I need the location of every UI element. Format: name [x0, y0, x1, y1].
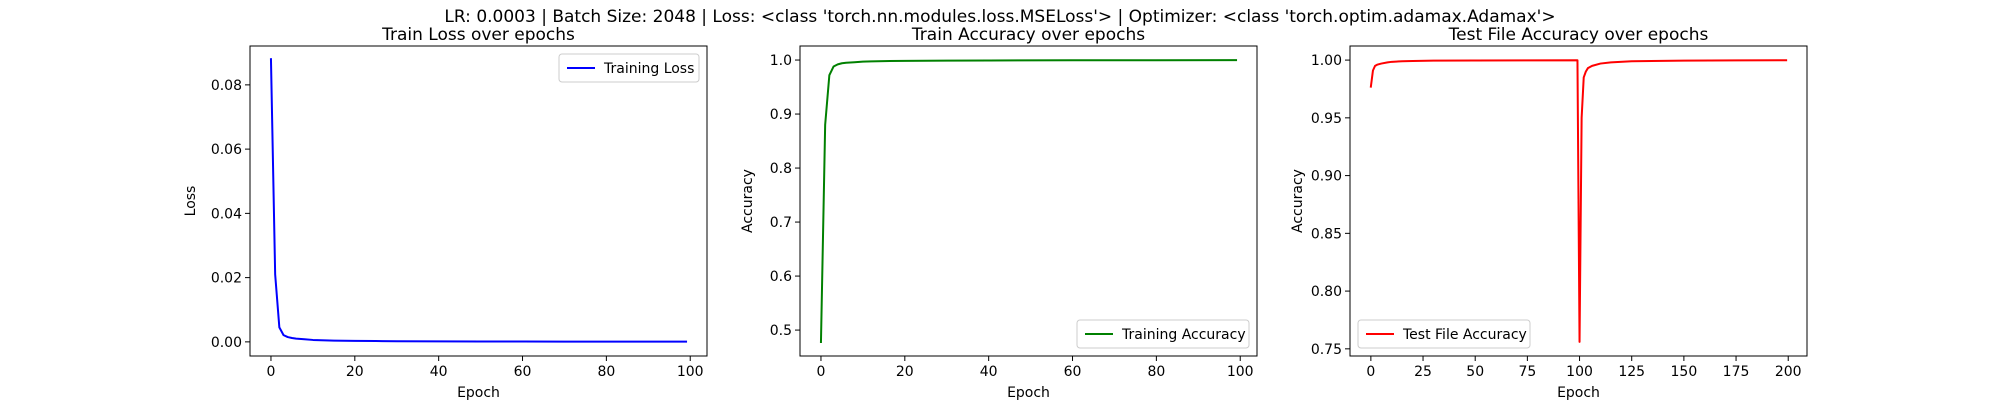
x-tick-label: 25 — [1414, 364, 1432, 380]
x-tick-label: 0 — [817, 364, 826, 380]
x-tick-label: 40 — [980, 364, 998, 380]
y-tick-label: 0.80 — [1311, 284, 1342, 300]
x-tick-label: 0 — [1366, 364, 1375, 380]
x-tick-label: 20 — [896, 364, 914, 380]
x-tick-label: 175 — [1723, 364, 1750, 380]
legend: Training Accuracy — [1076, 319, 1250, 349]
axes-frame — [249, 45, 708, 357]
x-tick-label: 150 — [1671, 364, 1698, 380]
y-tick-label: 0.08 — [211, 78, 242, 94]
chart-title: Train Accuracy over epochs — [911, 25, 1145, 45]
x-tick-label: 50 — [1466, 364, 1484, 380]
y-tick-label: 0.5 — [770, 323, 792, 339]
chart-panel-1: Train Loss over epochs 0 20 40 60 80 100 0.00 0.… — [183, 25, 708, 400]
y-tick-label: 0.75 — [1311, 342, 1342, 358]
x-axis-label: Epoch — [1557, 385, 1600, 400]
x-tick-label: 100 — [677, 364, 704, 380]
y-tick-label: 0.8 — [770, 161, 792, 177]
x-axis-label: Epoch — [457, 385, 500, 400]
x-tick-label: 80 — [597, 364, 615, 380]
legend: Test File Accuracy — [1357, 319, 1531, 349]
y-axis-label: Loss — [183, 186, 199, 217]
chart-panel-3: Test File Accuracy over epochs 0 25 50 75 100… — [1290, 25, 1808, 400]
x-tick-label: 125 — [1618, 364, 1645, 380]
y-tick-label: 1.00 — [1311, 53, 1342, 69]
legend-label: Training Accuracy — [1121, 327, 1246, 343]
axes-frame — [1349, 45, 1808, 357]
y-tick-label: 0.6 — [770, 269, 792, 285]
x-tick-label: 60 — [1064, 364, 1082, 380]
x-tick-label: 100 — [1227, 364, 1254, 380]
y-axis-label: Accuracy — [1290, 169, 1306, 233]
legend-box — [558, 53, 700, 83]
y-axis-label: Accuracy — [740, 169, 756, 233]
series-line-1 — [269, 58, 688, 343]
y-tick-label: 0.00 — [211, 335, 242, 351]
legend: Training Loss — [558, 53, 700, 83]
chart-title: Train Loss over epochs — [381, 25, 575, 45]
x-axis-label: Epoch — [1007, 385, 1050, 400]
legend-label: Training Loss — [603, 61, 694, 77]
x-tick-label: 0 — [267, 364, 276, 380]
axes-frame — [799, 45, 1258, 357]
legend-box — [1357, 319, 1531, 349]
chart-panel-2: Train Accuracy over epochs 0 20 40 60 80 100 0.… — [740, 25, 1258, 400]
figure-suptitle: LR: 0.0003 | Batch Size: 2048 | Loss: <c… — [444, 7, 1555, 27]
y-tick-label: 0.04 — [211, 206, 242, 222]
y-tick-label: 0.85 — [1311, 226, 1342, 242]
y-tick-label: 0.7 — [770, 215, 792, 231]
x-tick-label: 200 — [1775, 364, 1802, 380]
y-tick-label: 0.95 — [1311, 111, 1342, 127]
x-tick-label: 100 — [1566, 364, 1593, 380]
series-line-1 — [819, 59, 1238, 343]
x-tick-label: 75 — [1518, 364, 1536, 380]
chart-title: Test File Accuracy over epochs — [1448, 25, 1709, 45]
y-tick-label: 0.90 — [1311, 169, 1342, 185]
y-tick-label: 0.02 — [211, 271, 242, 287]
legend-label: Test File Accuracy — [1402, 327, 1527, 343]
y-tick-label: 0.06 — [211, 142, 242, 158]
x-tick-label: 40 — [430, 364, 448, 380]
series-line-1 — [1369, 59, 1788, 343]
y-tick-label: 1.0 — [770, 53, 792, 69]
y-tick-label: 0.9 — [770, 107, 792, 123]
x-tick-label: 80 — [1147, 364, 1165, 380]
legend-box — [1076, 319, 1250, 349]
x-tick-label: 60 — [514, 364, 532, 380]
x-tick-label: 20 — [346, 364, 364, 380]
